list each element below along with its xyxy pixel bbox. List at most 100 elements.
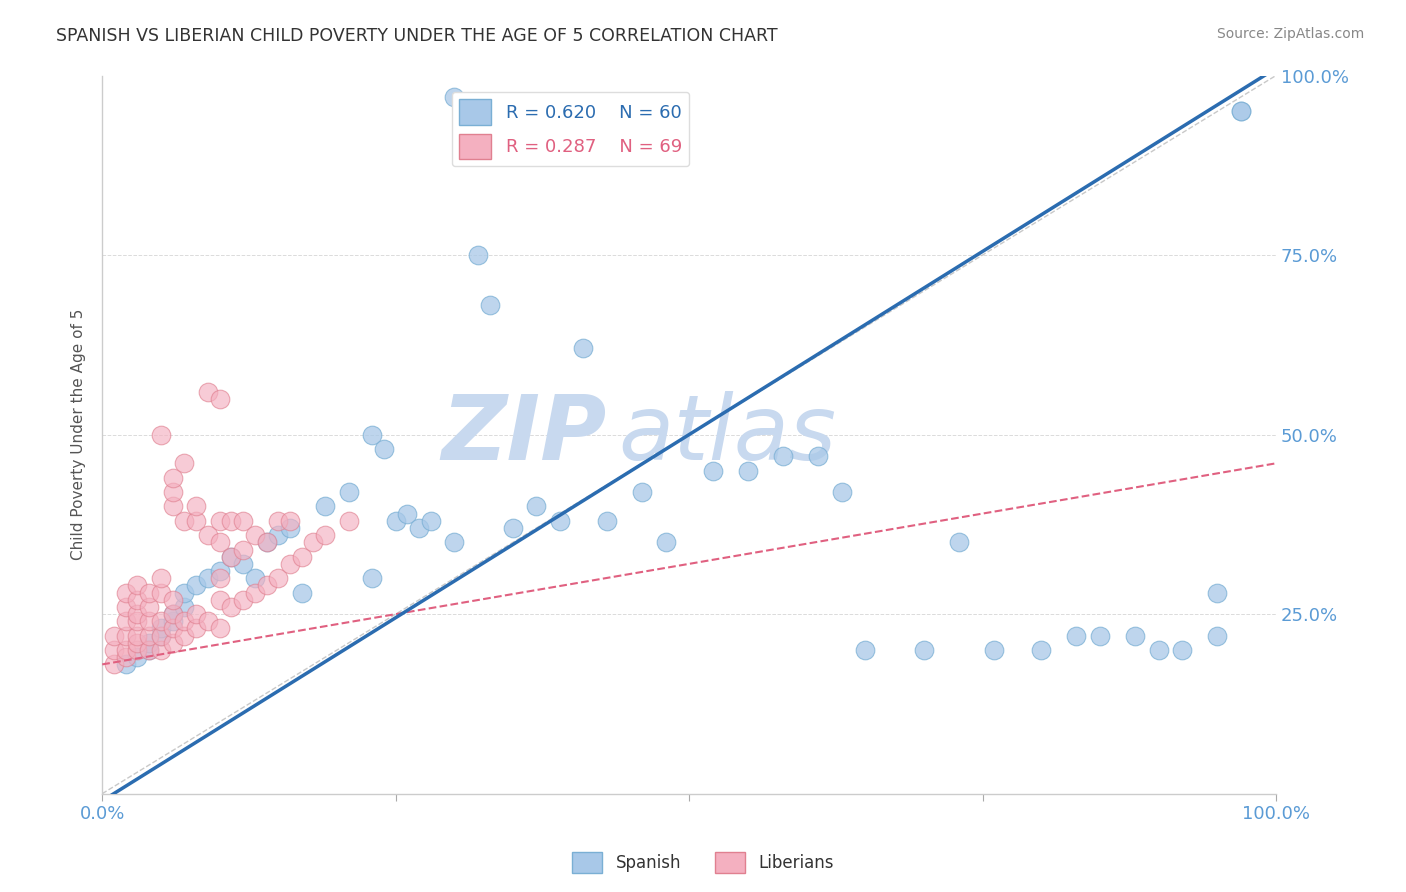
- Point: [596, 514, 619, 528]
- Point: [114, 599, 136, 614]
- Point: [267, 528, 290, 542]
- Point: [162, 500, 184, 514]
- Point: [772, 449, 794, 463]
- Point: [1171, 643, 1194, 657]
- Point: [807, 449, 830, 463]
- Point: [197, 384, 219, 399]
- Point: [256, 535, 278, 549]
- Point: [138, 643, 160, 657]
- Point: [384, 514, 406, 528]
- Point: [948, 535, 970, 549]
- Point: [173, 514, 195, 528]
- Point: [221, 549, 243, 564]
- Point: [114, 585, 136, 599]
- Point: [419, 514, 441, 528]
- Point: [208, 392, 231, 406]
- Point: [103, 657, 125, 672]
- Point: [162, 607, 184, 621]
- Point: [114, 615, 136, 629]
- Text: Source: ZipAtlas.com: Source: ZipAtlas.com: [1216, 27, 1364, 41]
- Point: [221, 549, 243, 564]
- Point: [208, 622, 231, 636]
- Point: [256, 578, 278, 592]
- Point: [1088, 629, 1111, 643]
- Point: [243, 585, 266, 599]
- Point: [127, 636, 149, 650]
- Point: [127, 607, 149, 621]
- Point: [396, 507, 419, 521]
- Point: [149, 643, 172, 657]
- Point: [103, 629, 125, 643]
- Point: [243, 528, 266, 542]
- Point: [267, 514, 290, 528]
- Point: [138, 599, 160, 614]
- Point: [314, 500, 336, 514]
- Point: [654, 535, 676, 549]
- Point: [162, 636, 184, 650]
- Point: [114, 629, 136, 643]
- Point: [127, 592, 149, 607]
- Point: [208, 592, 231, 607]
- Point: [173, 599, 195, 614]
- Point: [983, 643, 1005, 657]
- Point: [208, 535, 231, 549]
- Point: [127, 578, 149, 592]
- Point: [162, 485, 184, 500]
- Point: [853, 643, 876, 657]
- Point: [454, 104, 477, 119]
- Point: [103, 643, 125, 657]
- Point: [572, 342, 595, 356]
- Point: [208, 571, 231, 585]
- Point: [114, 643, 136, 657]
- Point: [162, 622, 184, 636]
- Point: [162, 471, 184, 485]
- Point: [267, 571, 290, 585]
- Point: [162, 592, 184, 607]
- Point: [361, 427, 384, 442]
- Point: [127, 643, 149, 657]
- Point: [184, 578, 207, 592]
- Point: [1229, 104, 1251, 119]
- Point: [162, 607, 184, 621]
- Point: [526, 500, 548, 514]
- Point: [232, 542, 254, 557]
- Point: [208, 514, 231, 528]
- Point: [232, 557, 254, 571]
- Point: [478, 298, 501, 312]
- Point: [1229, 104, 1251, 119]
- Point: [149, 622, 172, 636]
- Point: [1066, 629, 1088, 643]
- Point: [173, 585, 195, 599]
- Point: [127, 650, 149, 665]
- Point: [162, 615, 184, 629]
- Point: [184, 500, 207, 514]
- Point: [127, 615, 149, 629]
- Point: [149, 629, 172, 643]
- Point: [138, 643, 160, 657]
- Point: [278, 521, 301, 535]
- Point: [221, 514, 243, 528]
- Point: [232, 514, 254, 528]
- Point: [173, 615, 195, 629]
- Text: atlas: atlas: [619, 391, 837, 479]
- Point: [1147, 643, 1170, 657]
- Point: [337, 514, 360, 528]
- Point: [138, 636, 160, 650]
- Point: [149, 615, 172, 629]
- Point: [243, 571, 266, 585]
- Point: [197, 571, 219, 585]
- Point: [138, 629, 160, 643]
- Point: [831, 485, 853, 500]
- Point: [114, 650, 136, 665]
- Point: [221, 599, 243, 614]
- Point: [173, 629, 195, 643]
- Y-axis label: Child Poverty Under the Age of 5: Child Poverty Under the Age of 5: [72, 309, 86, 560]
- Point: [138, 585, 160, 599]
- Point: [702, 463, 724, 477]
- Point: [1206, 585, 1229, 599]
- Point: [443, 90, 465, 104]
- Point: [314, 528, 336, 542]
- Point: [173, 456, 195, 470]
- Text: SPANISH VS LIBERIAN CHILD POVERTY UNDER THE AGE OF 5 CORRELATION CHART: SPANISH VS LIBERIAN CHILD POVERTY UNDER …: [56, 27, 778, 45]
- Point: [197, 528, 219, 542]
